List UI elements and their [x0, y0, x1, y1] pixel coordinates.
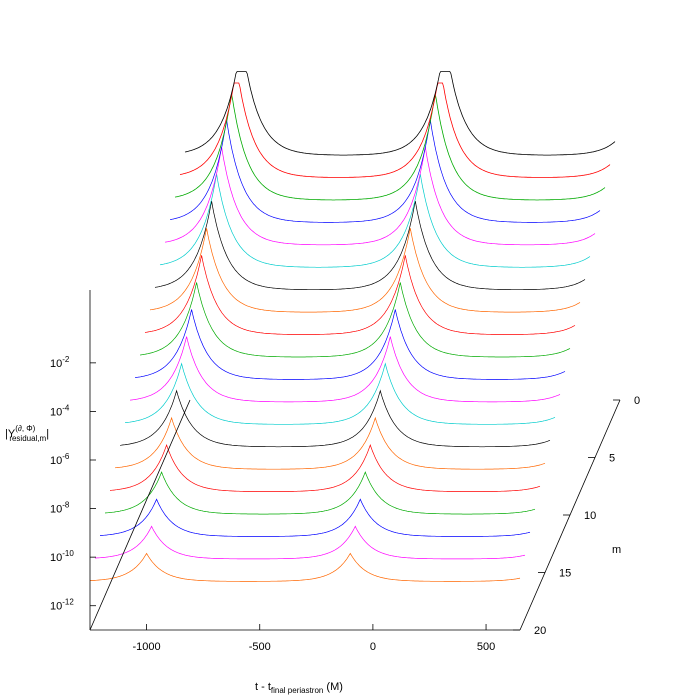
x-tick-label-2: 0	[370, 641, 376, 653]
z-axis-title-sup: (∂, Φ)	[15, 424, 35, 433]
x-tick-label-3: 500	[477, 641, 495, 653]
series-line-m5	[164, 146, 596, 246]
series-line-m17	[104, 471, 536, 515]
m-tick-label-1: 5	[609, 453, 615, 465]
z-tick-exp-5: -12	[62, 598, 74, 607]
z-tick-exp-1: -4	[62, 403, 70, 412]
series-line-m20	[90, 552, 521, 582]
m-tick-label-3: 15	[559, 568, 571, 580]
x-axis-title-sub: final periastron	[271, 686, 323, 695]
series-line-m13	[124, 362, 556, 425]
m-axis-title: m	[612, 544, 621, 556]
z-tick-exp-0: -2	[62, 355, 70, 364]
x-axis-title-main: t - t	[255, 681, 271, 693]
z-tick-label-0: 10-2	[50, 355, 70, 370]
series-line-m2	[179, 82, 611, 178]
z-tick-exp-4: -10	[62, 549, 74, 558]
series-line-m15	[114, 416, 546, 470]
z-axis-title-sub: residual,m	[9, 434, 46, 443]
z-tick-exp-2: -6	[62, 452, 70, 461]
axes-layer: -1000 -500 0 5000510152010-210-410-610-810-…	[50, 290, 640, 653]
z-tick-base-1: 10	[50, 406, 62, 418]
series-line-m3	[174, 94, 606, 201]
z-tick-label-3: 10-8	[50, 501, 70, 516]
series-layer	[90, 71, 616, 582]
series-line-m11	[134, 309, 566, 380]
x-axis-title: t - tfinal periastron (M)	[255, 681, 343, 695]
z-tick-base-0: 10	[50, 358, 62, 370]
series-line-m10	[139, 282, 571, 358]
z-tick-exp-3: -8	[62, 501, 70, 510]
z-tick-label-2: 10-6	[50, 452, 70, 467]
series-line-m16	[109, 443, 541, 492]
series-line-m6	[159, 173, 591, 268]
z-axis-title-end: |	[46, 428, 49, 440]
z-axis-title-main: |Υ	[5, 428, 16, 440]
series-line-m4	[169, 119, 601, 223]
z-tick-base-5: 10	[50, 601, 62, 613]
z-tick-label-4: 10-10	[50, 549, 74, 564]
series-line-m18	[99, 498, 531, 537]
series-line-m19	[94, 525, 526, 560]
series-line-m7	[154, 201, 586, 291]
z-tick-base-3: 10	[50, 504, 62, 516]
z-tick-label-1: 10-4	[50, 403, 70, 418]
m-axis-left-edge	[89, 399, 191, 631]
series-line-m12	[129, 336, 561, 403]
series-line-m8	[149, 228, 581, 313]
x-tick-label-1: -500	[249, 641, 271, 653]
m-tick-label-4: 20	[534, 625, 546, 637]
x-tick-label-0: -1000	[133, 641, 161, 653]
x-axis-title-units: (M)	[323, 681, 343, 693]
z-tick-base-4: 10	[50, 552, 62, 564]
z-tick-label-5: 10-12	[50, 598, 74, 613]
m-tick-label-2: 10	[584, 510, 596, 522]
series-line-m14	[119, 389, 551, 448]
z-axis-title: |Υ(∂, Φ) residual,m|	[5, 424, 49, 443]
series-line-m9	[144, 255, 576, 335]
series-line-m1	[184, 71, 616, 156]
m-tick-label-0: 0	[634, 395, 640, 407]
z-tick-base-2: 10	[50, 455, 62, 467]
